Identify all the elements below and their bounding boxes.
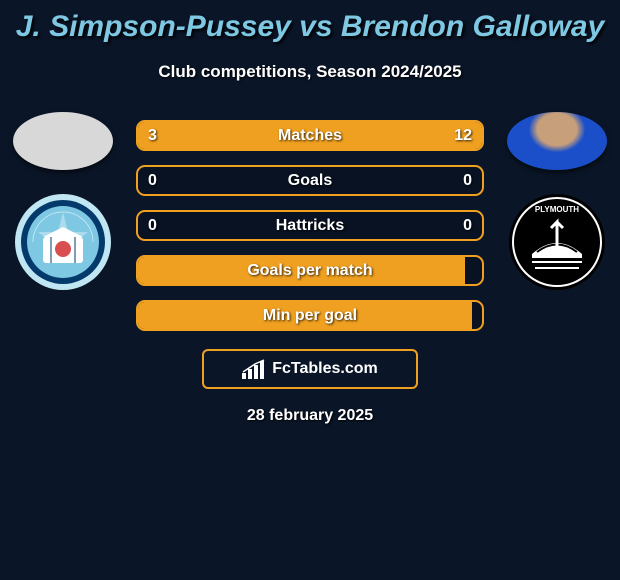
date-label: 28 february 2025 <box>0 407 620 425</box>
bar-label: Matches <box>138 127 482 145</box>
comparison-card: J. Simpson-Pussey vs Brendon Galloway Cl… <box>0 0 620 425</box>
subtitle: Club competitions, Season 2024/2025 <box>0 62 620 82</box>
player-left-avatar <box>13 112 113 170</box>
player-right-column: PLYMOUTH <box>502 112 612 292</box>
bar-value-right: 0 <box>463 217 472 235</box>
svg-text:PLYMOUTH: PLYMOUTH <box>535 205 579 214</box>
bar-value-left: 0 <box>148 217 157 235</box>
stat-bar: Goals0 0 <box>136 165 484 196</box>
stat-bar: Hattricks0 0 <box>136 210 484 241</box>
club-left-badge <box>13 192 113 292</box>
bar-label: Hattricks <box>138 217 482 235</box>
fctables-icon <box>242 359 268 379</box>
bar-label: Goals <box>138 172 482 190</box>
stat-bar: Min per goal <box>136 300 484 331</box>
branding-text: FcTables.com <box>272 360 378 378</box>
player-right-avatar <box>507 112 607 170</box>
stats-bars: Matches312Goals00Hattricks00Goals per ma… <box>136 112 484 331</box>
bar-value-right: 12 <box>454 127 472 145</box>
player-left-column <box>8 112 118 292</box>
branding-box: FcTables.com <box>202 349 418 389</box>
stat-bar: Matches3 12 <box>136 120 484 151</box>
bar-label: Goals per match <box>138 262 482 280</box>
page-title: J. Simpson-Pussey vs Brendon Galloway <box>0 10 620 44</box>
manchester-city-icon <box>13 192 113 292</box>
stat-bar: Goals per match <box>136 255 484 286</box>
content-row: Matches312Goals00Hattricks00Goals per ma… <box>0 112 620 331</box>
club-right-badge: PLYMOUTH <box>507 192 607 292</box>
bar-value-left: 0 <box>148 172 157 190</box>
bar-value-left: 3 <box>148 127 157 145</box>
plymouth-icon: PLYMOUTH <box>507 192 607 292</box>
bar-label: Min per goal <box>138 307 482 325</box>
bar-value-right: 0 <box>463 172 472 190</box>
